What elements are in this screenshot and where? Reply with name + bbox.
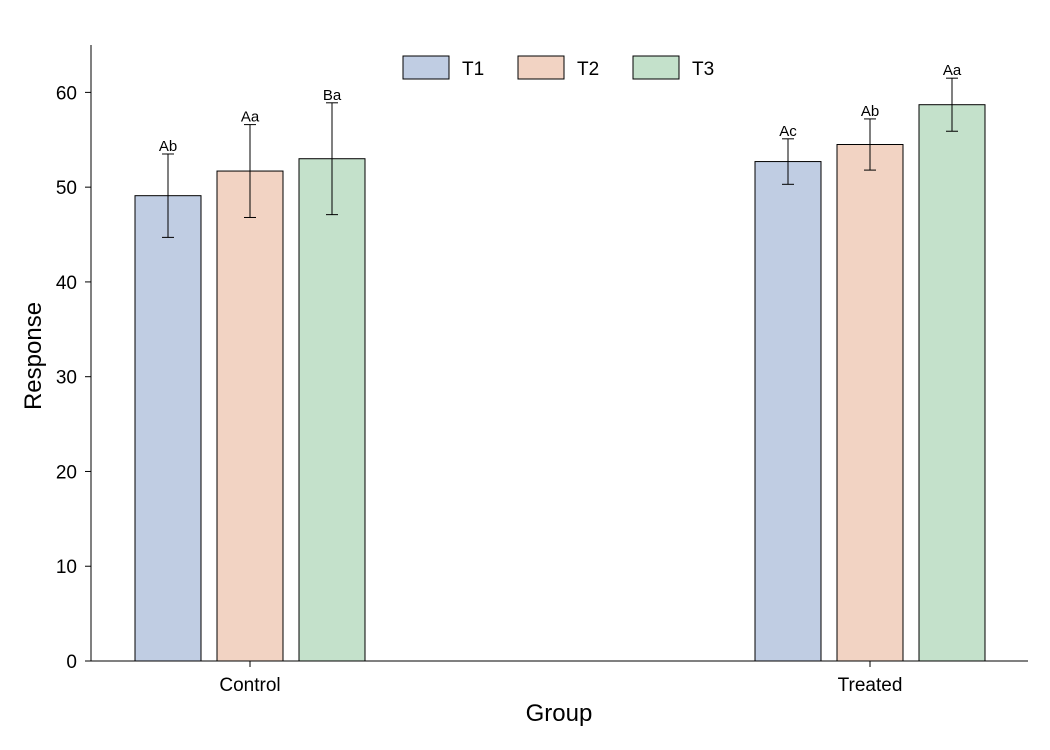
significance-label: Ac	[779, 123, 797, 140]
y-tick-label: 20	[56, 462, 77, 483]
legend-label-t2: T2	[577, 59, 599, 80]
legend-swatch-t2	[517, 55, 565, 80]
bar-treated-t2	[836, 144, 904, 662]
axes-layer: Control Treated 0 10 20 30 40 50 60	[56, 45, 1028, 696]
bar-control-t1	[134, 195, 202, 662]
y-tick-label: 0	[66, 652, 77, 673]
bars-layer: Ab Aa Ba Ac Ab Aa	[134, 62, 986, 662]
significance-label: Aa	[943, 62, 962, 79]
bar-treated-t1	[754, 161, 822, 662]
x-tick-label: Control	[219, 675, 280, 696]
y-tick-label: 50	[56, 178, 77, 199]
legend-label-t3: T3	[692, 59, 714, 80]
legend-label-t1: T1	[462, 59, 484, 80]
x-tick-label: Treated	[838, 675, 903, 696]
legend-swatch-t3	[632, 55, 680, 80]
y-axis-title: Response	[20, 302, 47, 410]
significance-label: Ab	[159, 138, 177, 155]
y-tick-label: 30	[56, 368, 77, 389]
bar-control-t2	[216, 170, 284, 662]
legend: T1 T2 T3	[402, 55, 714, 80]
significance-label: Ba	[323, 87, 342, 104]
legend-swatch-t1	[402, 55, 450, 80]
y-tick-label: 10	[56, 557, 77, 578]
bar-treated-t3	[918, 104, 986, 662]
bar-control-t3	[298, 158, 366, 662]
y-tick-label: 40	[56, 273, 77, 294]
significance-label: Aa	[241, 109, 260, 126]
x-axis-title: Group	[526, 700, 593, 727]
y-tick-label: 60	[56, 83, 77, 104]
significance-label: Ab	[861, 103, 879, 120]
